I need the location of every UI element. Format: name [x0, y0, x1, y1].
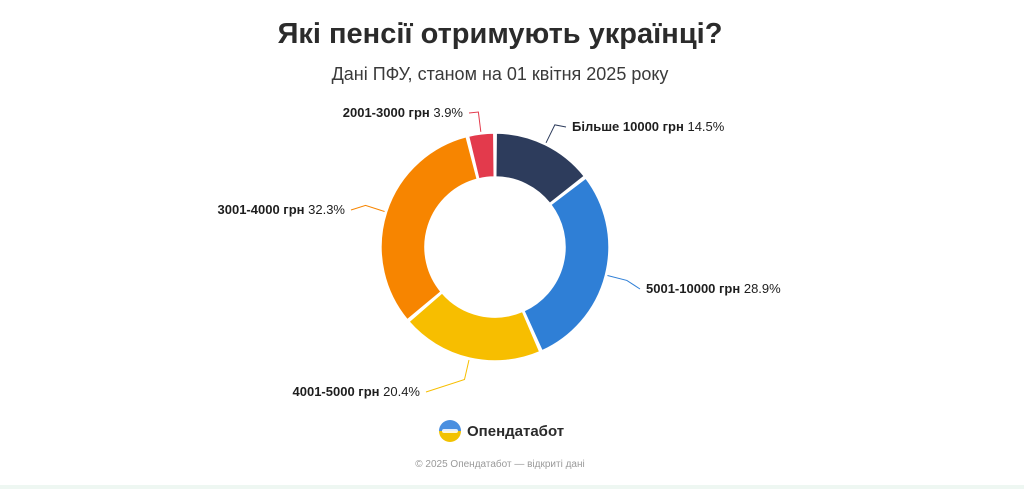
slice-category-label: 3001-4000 грн: [218, 202, 309, 217]
chart-subtitle: Дані ПФУ, станом на 01 квітня 2025 року: [331, 64, 669, 84]
slice-value-label: 14.5%: [687, 119, 724, 134]
leader-line: [350, 204, 385, 212]
slice-label: 3001-4000 грн 32.3%: [218, 202, 346, 217]
pie-slice[interactable]: [467, 132, 496, 180]
bottom-divider: [0, 485, 1024, 489]
slice-value-label: 20.4%: [383, 384, 420, 399]
slice-category-label: 4001-5000 грн: [293, 384, 384, 399]
opendatabot-logo-icon: [439, 420, 461, 442]
pie-slice[interactable]: [494, 132, 586, 205]
slice-label: 2001-3000 грн 3.9%: [343, 105, 464, 120]
slice-value-label: 28.9%: [744, 281, 781, 296]
leader-line: [425, 359, 470, 393]
leader-line: [545, 124, 567, 144]
brand: Опендатабот: [439, 419, 564, 443]
slice-value-label: 32.3%: [308, 202, 345, 217]
slice-category-label: 5001-10000 грн: [646, 281, 744, 296]
footer-text: © 2025 Опендатабот — відкриті дані: [415, 459, 585, 470]
slice-label: 4001-5000 грн 20.4%: [293, 384, 421, 399]
slice-label: 5001-10000 грн 28.9%: [646, 281, 781, 296]
leader-line: [607, 275, 641, 290]
slice-category-label: 2001-3000 грн: [343, 105, 434, 120]
brand-name: Опендатабот: [467, 422, 565, 440]
pie-slice[interactable]: [523, 177, 610, 352]
pie-slice[interactable]: [380, 135, 479, 321]
leader-line: [468, 111, 482, 132]
pie-slice[interactable]: [408, 292, 541, 362]
chart-title: Які пенсії отримують українці?: [277, 18, 723, 50]
slice-label: Більше 10000 грн 14.5%: [572, 119, 725, 134]
slice-category-label: Більше 10000 грн: [572, 119, 687, 134]
slice-value-label: 3.9%: [433, 105, 463, 120]
